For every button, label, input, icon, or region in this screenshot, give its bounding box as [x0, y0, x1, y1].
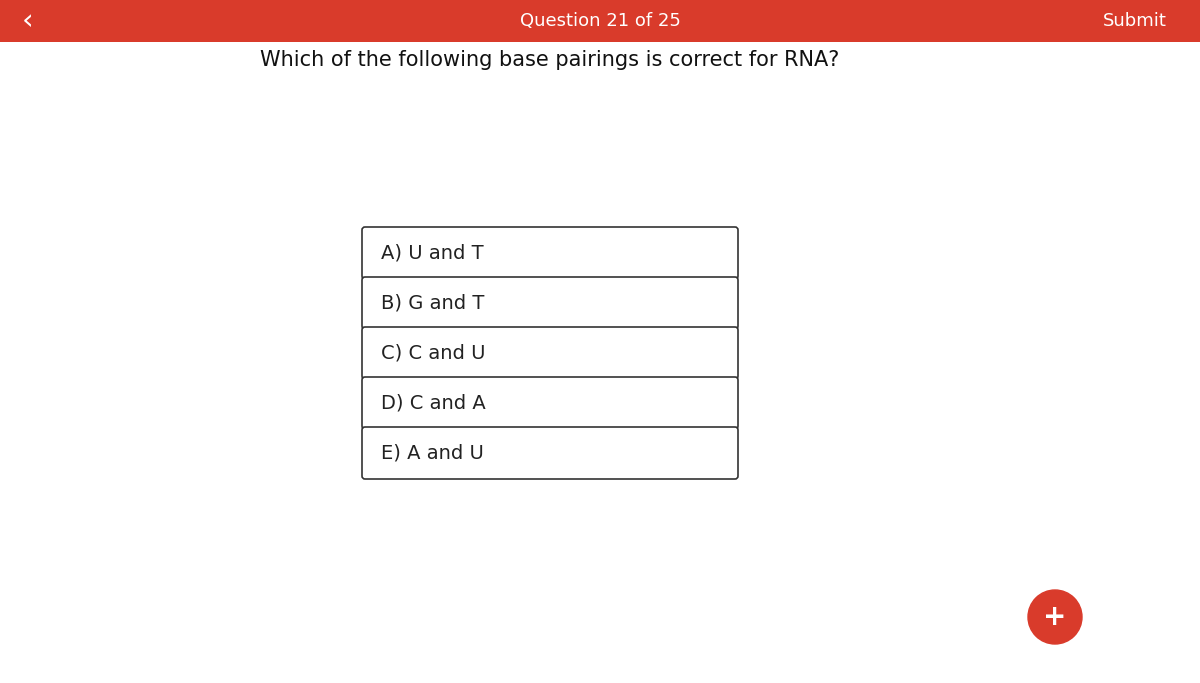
FancyBboxPatch shape	[362, 277, 738, 329]
Text: C) C and U: C) C and U	[382, 344, 486, 363]
Text: ‹: ‹	[22, 7, 34, 35]
Bar	[0, 0, 1200, 42]
Text: Submit: Submit	[1103, 12, 1166, 30]
Text: E) A and U: E) A and U	[382, 443, 484, 462]
FancyBboxPatch shape	[362, 227, 738, 279]
Text: Which of the following base pairings is correct for RNA?: Which of the following base pairings is …	[260, 50, 840, 70]
Text: B) G and T: B) G and T	[382, 294, 485, 313]
Circle shape	[1028, 590, 1082, 644]
FancyBboxPatch shape	[362, 427, 738, 479]
FancyBboxPatch shape	[362, 377, 738, 429]
Text: Question 21 of 25: Question 21 of 25	[520, 12, 680, 30]
FancyBboxPatch shape	[362, 327, 738, 379]
Text: +: +	[1043, 603, 1067, 631]
Text: A) U and T: A) U and T	[382, 244, 484, 262]
Text: D) C and A: D) C and A	[382, 393, 486, 413]
